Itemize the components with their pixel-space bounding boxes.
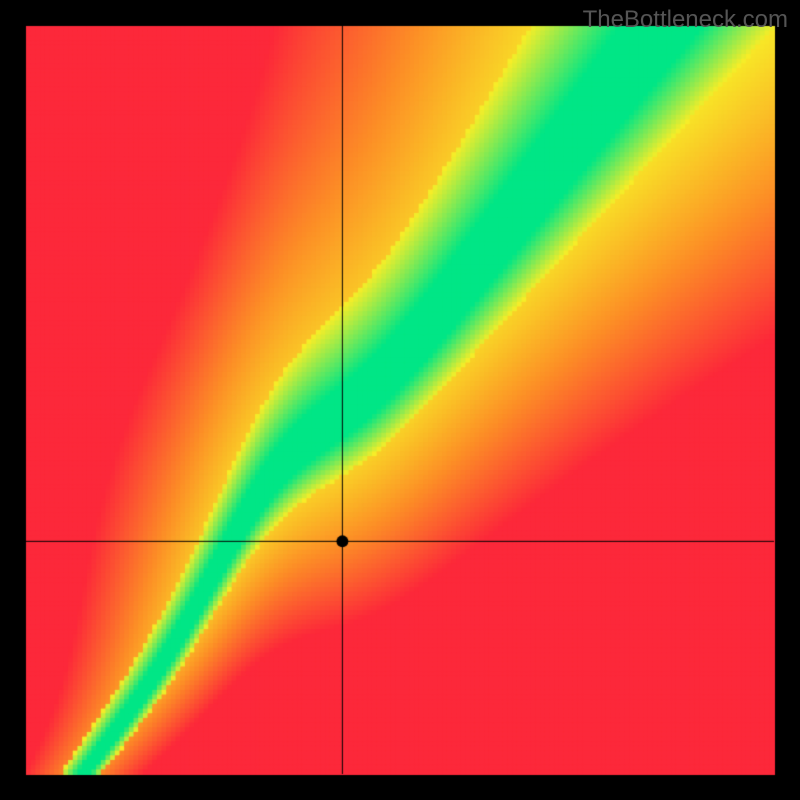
bottleneck-heatmap (0, 0, 800, 800)
chart-container: TheBottleneck.com (0, 0, 800, 800)
watermark-text: TheBottleneck.com (583, 6, 788, 34)
